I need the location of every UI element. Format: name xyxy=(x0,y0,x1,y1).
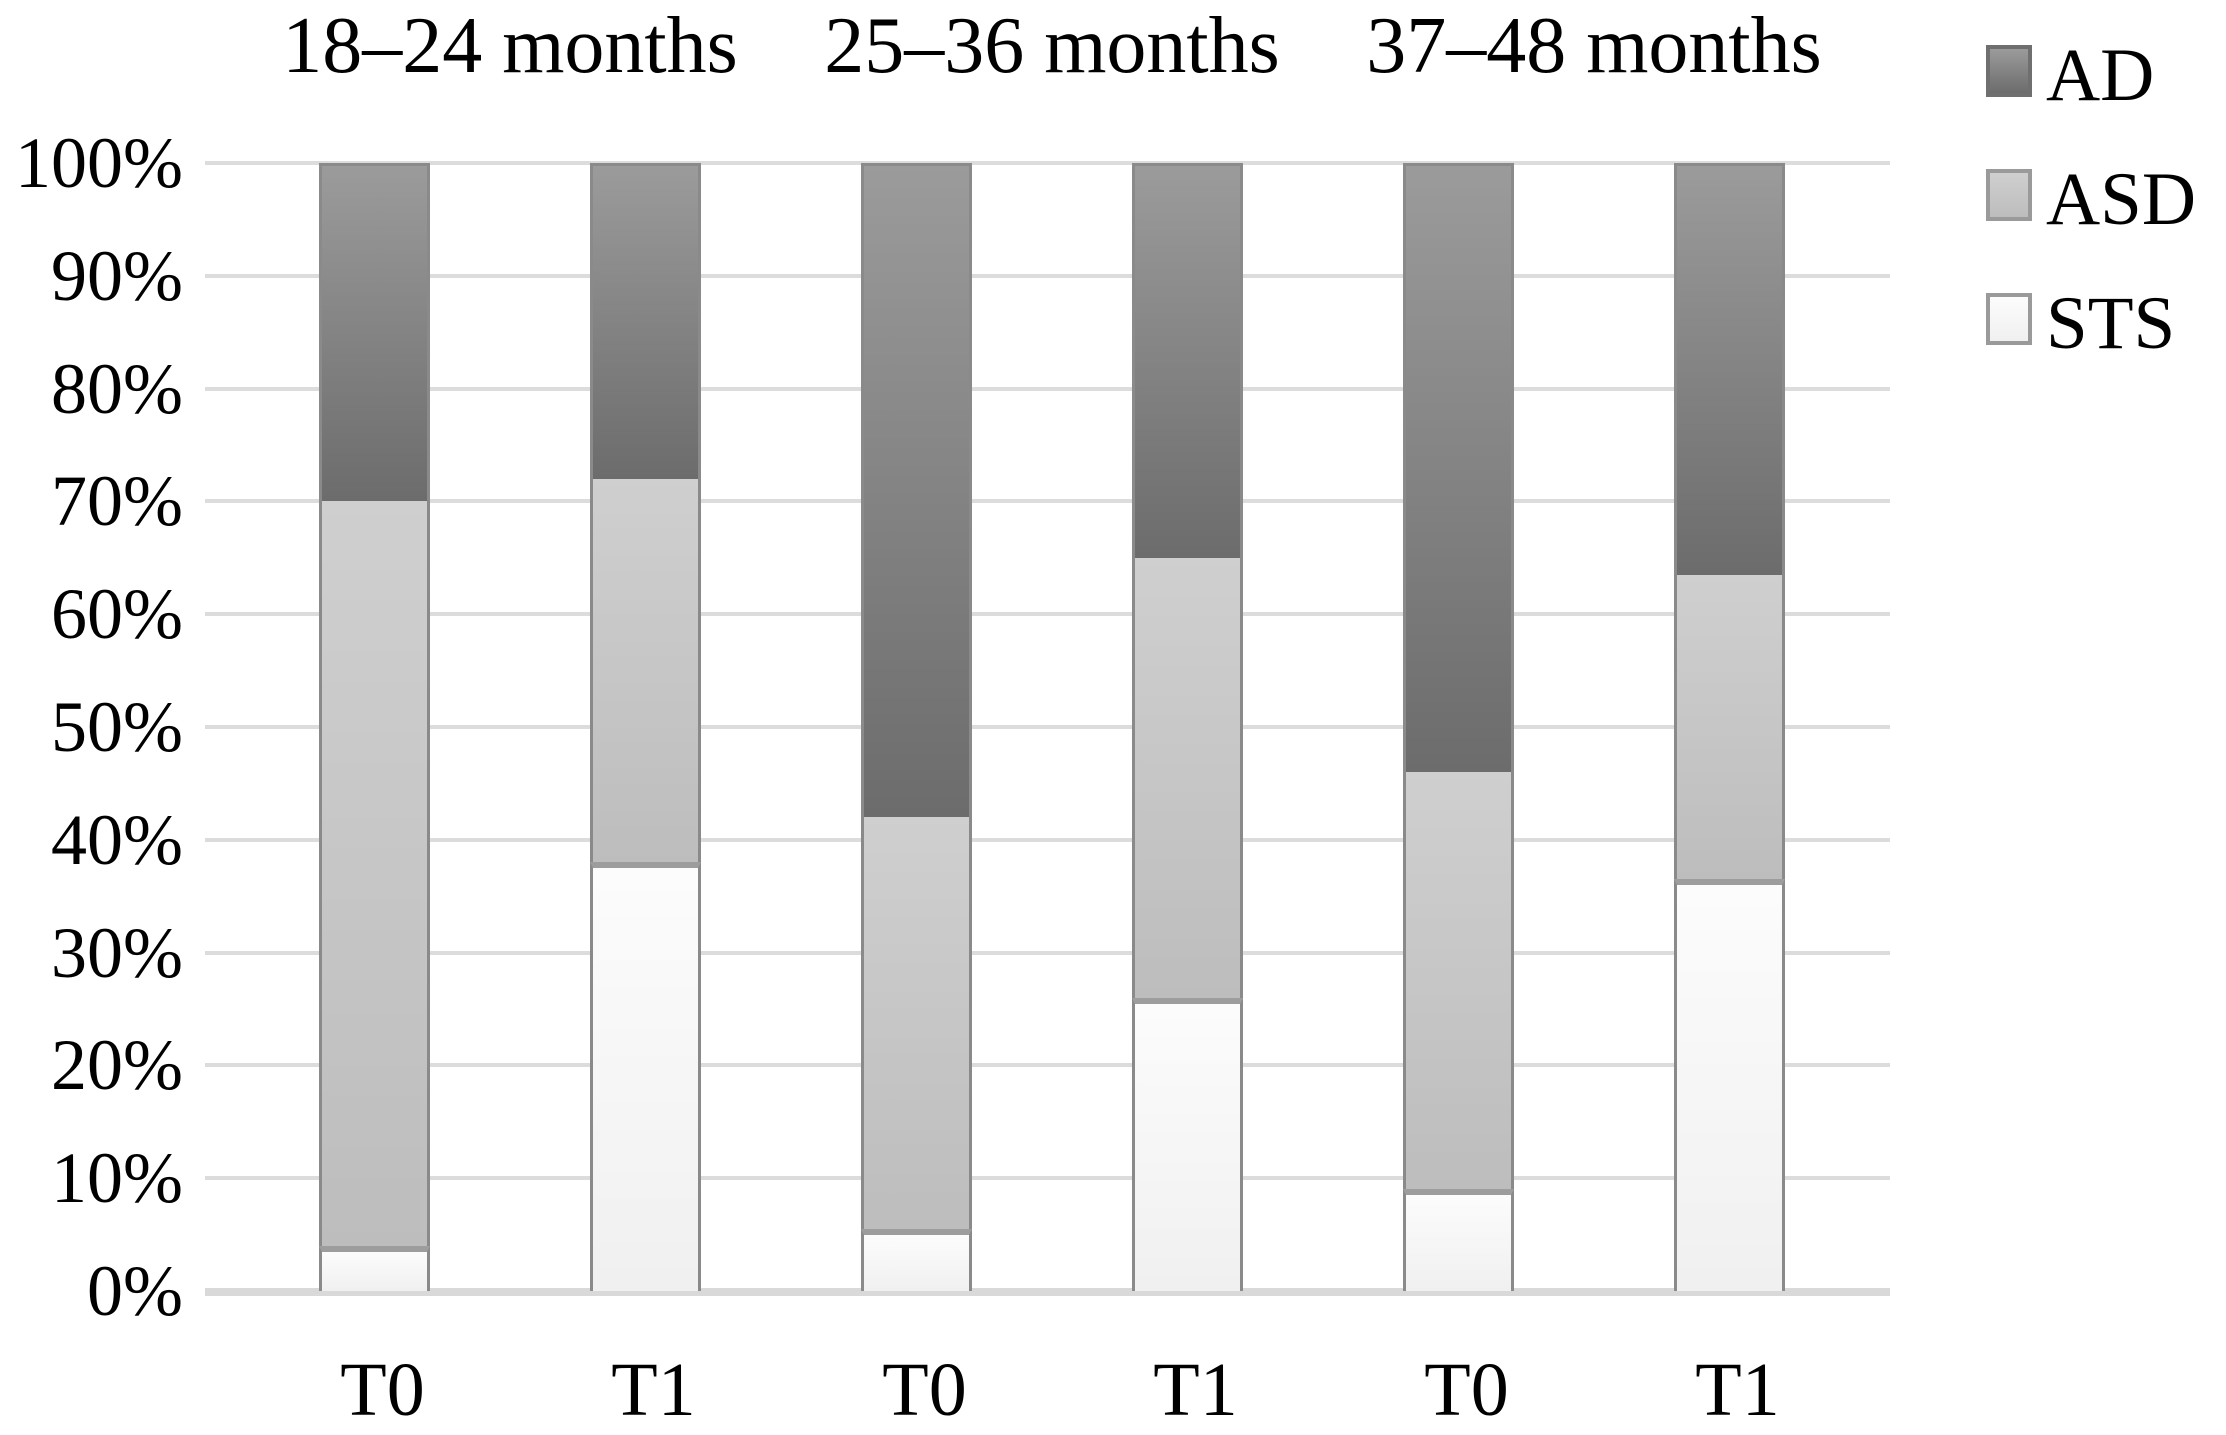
y-tick-label: 10% xyxy=(51,1138,183,1219)
bar-segment-sts xyxy=(861,1228,972,1291)
gridline xyxy=(205,1176,1890,1181)
y-tick-label: 30% xyxy=(51,912,183,993)
x-tick-label: T0 xyxy=(1424,1348,1509,1432)
gridline xyxy=(205,837,1890,842)
x-tick-label: T1 xyxy=(1153,1348,1238,1432)
group-title-37-48: 37–48 months xyxy=(1366,2,1822,90)
y-tick-label: 50% xyxy=(51,687,183,767)
bar-segment-ad xyxy=(1132,163,1243,558)
legend-label-sts: STS xyxy=(2046,282,2176,365)
bar-segment-asd xyxy=(1674,574,1785,880)
y-tick-label: 100% xyxy=(15,123,183,203)
bar-segment-sts xyxy=(1132,997,1243,1291)
bar-segment-ad xyxy=(590,163,701,479)
y-tick-label: 80% xyxy=(51,348,183,429)
gridline xyxy=(205,612,1890,617)
legend-swatch-ad-icon xyxy=(1986,45,2032,97)
legend-item-sts: STS xyxy=(1986,284,2175,364)
legend-label-ad: AD xyxy=(2046,34,2155,117)
gridline xyxy=(205,499,1890,504)
y-tick-label: 20% xyxy=(51,1025,183,1106)
x-tick-label: T1 xyxy=(1695,1348,1780,1432)
group-title-25-36: 25–36 months xyxy=(824,2,1280,90)
bar-segment-ad xyxy=(1674,163,1785,575)
gridline xyxy=(205,950,1890,955)
legend-swatch-asd-icon xyxy=(1986,169,2032,221)
y-tick-label: 40% xyxy=(51,799,183,880)
bar-segment-sts xyxy=(1403,1189,1514,1291)
legend-swatch-sts-icon xyxy=(1986,293,2032,345)
x-tick-label: T0 xyxy=(882,1348,967,1432)
y-tick-label: 60% xyxy=(51,574,183,655)
bar-segment-sts xyxy=(1674,879,1785,1291)
bar-segment-asd xyxy=(319,501,430,1246)
gridline xyxy=(205,386,1890,391)
bar-segment-sts xyxy=(590,862,701,1291)
bar-segment-ad xyxy=(319,163,430,502)
legend-item-asd: ASD xyxy=(1986,160,2196,240)
gridline xyxy=(205,1063,1890,1068)
x-tick-label: T1 xyxy=(611,1348,696,1432)
y-tick-label: 70% xyxy=(51,461,183,542)
y-tick-label: 90% xyxy=(51,235,183,316)
gridline xyxy=(205,725,1890,729)
bar-segment-asd xyxy=(1132,557,1243,998)
bar-segment-sts xyxy=(319,1245,430,1291)
x-tick-label: T0 xyxy=(340,1348,425,1432)
group-title-18-24: 18–24 months xyxy=(282,2,738,90)
legend-item-ad: AD xyxy=(1986,36,2154,116)
y-tick-label: 0% xyxy=(87,1251,183,1331)
bar-segment-asd xyxy=(590,478,701,863)
gridline xyxy=(205,161,1890,165)
bar-segment-ad xyxy=(861,163,972,818)
x-axis-baseline xyxy=(205,1288,1890,1296)
legend-label-asd: ASD xyxy=(2046,158,2197,241)
bar-segment-asd xyxy=(861,817,972,1229)
bar-segment-asd xyxy=(1403,772,1514,1190)
gridline xyxy=(205,273,1890,278)
bar-segment-ad xyxy=(1403,163,1514,773)
